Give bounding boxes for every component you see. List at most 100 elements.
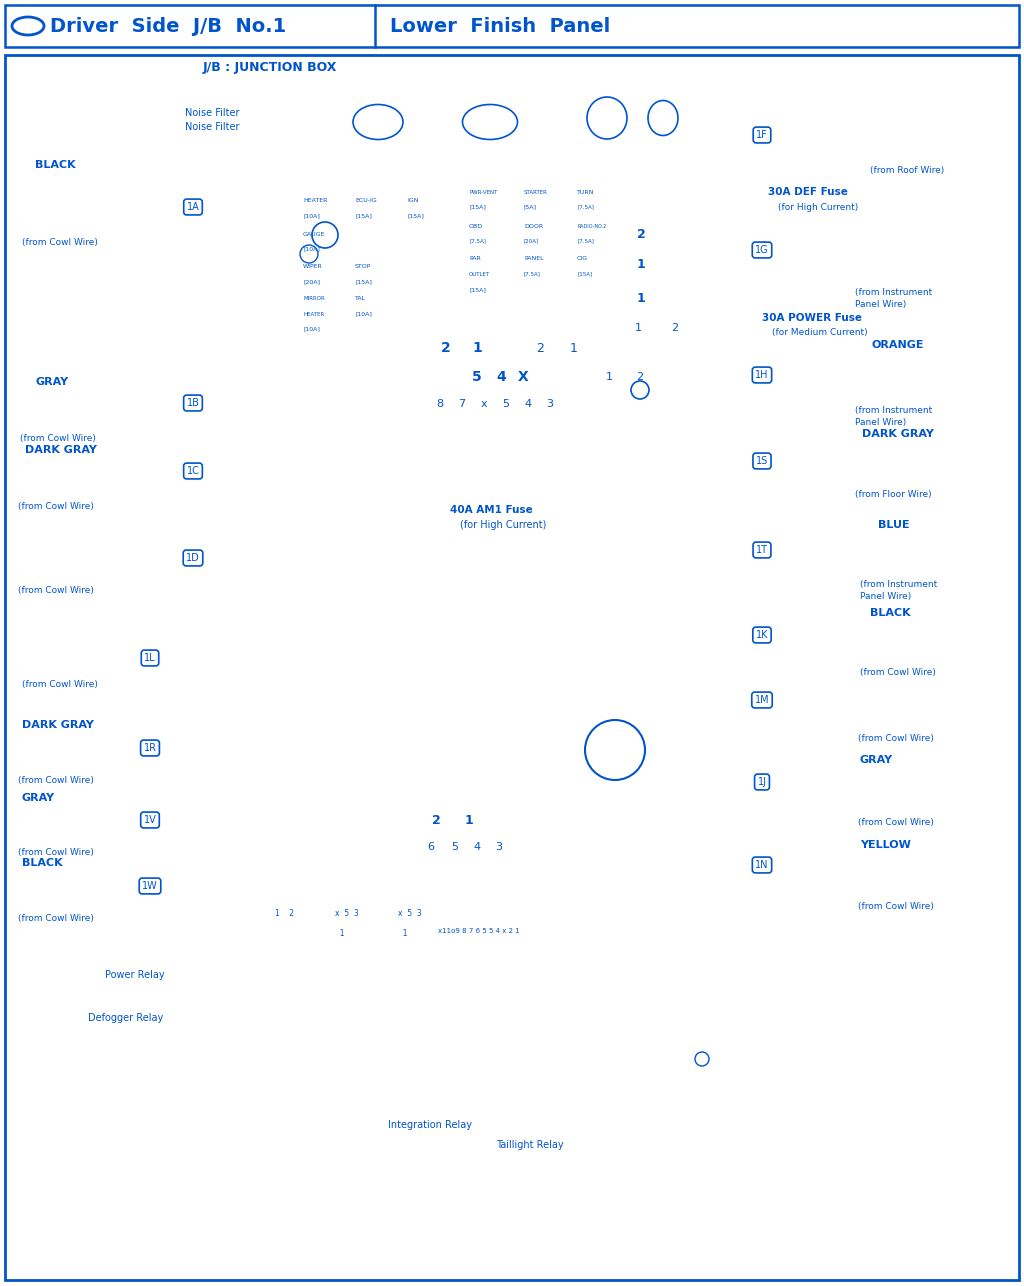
Bar — [923, 117, 939, 136]
Bar — [37, 896, 53, 910]
Bar — [18, 394, 90, 431]
Text: 40A AM1 Fuse: 40A AM1 Fuse — [450, 505, 532, 514]
Bar — [465, 710, 555, 792]
Text: (from Instrument: (from Instrument — [855, 406, 932, 415]
Bar — [322, 829, 336, 846]
Bar — [406, 210, 446, 222]
Text: PAR: PAR — [469, 256, 480, 261]
Bar — [907, 469, 924, 486]
Text: [15A]: [15A] — [577, 271, 592, 276]
Bar — [881, 117, 897, 136]
Bar — [462, 867, 478, 882]
Bar — [848, 881, 868, 898]
Bar — [360, 860, 415, 898]
Bar — [577, 302, 588, 325]
Bar — [302, 194, 350, 208]
Bar — [847, 469, 863, 486]
Bar — [899, 775, 920, 792]
Text: 7: 7 — [459, 399, 466, 409]
Bar — [956, 647, 976, 664]
Text: Lower  Finish  Panel: Lower Finish Panel — [390, 17, 610, 36]
Text: [5A]: [5A] — [524, 204, 537, 210]
Bar — [302, 292, 350, 305]
Text: 2: 2 — [672, 323, 679, 333]
Bar — [255, 1001, 685, 1110]
Bar — [69, 414, 88, 430]
Bar — [894, 539, 908, 556]
Bar — [354, 210, 402, 222]
Bar — [943, 141, 959, 161]
Bar — [847, 235, 863, 257]
Text: Integration Relay: Integration Relay — [388, 1120, 472, 1130]
Bar — [634, 1015, 639, 1097]
Bar — [948, 383, 965, 403]
Text: [20A]: [20A] — [303, 279, 319, 284]
Bar — [899, 881, 920, 898]
Bar — [16, 566, 32, 581]
Bar — [285, 90, 680, 520]
Bar — [605, 881, 623, 896]
Bar — [57, 219, 73, 234]
Bar — [584, 881, 601, 896]
Bar — [605, 862, 623, 877]
Bar — [37, 811, 53, 826]
Bar — [69, 395, 88, 410]
Bar — [949, 561, 965, 577]
Text: GRAY: GRAY — [35, 377, 69, 387]
Bar — [16, 464, 32, 480]
Bar — [302, 307, 350, 322]
Bar — [354, 194, 402, 208]
Bar — [847, 359, 863, 378]
Bar — [876, 561, 890, 577]
Bar — [664, 1015, 669, 1097]
Bar — [468, 185, 518, 199]
Bar — [455, 808, 483, 833]
Bar — [964, 141, 980, 161]
Bar — [490, 365, 512, 390]
Text: HEATER: HEATER — [303, 198, 328, 203]
Text: 1: 1 — [637, 292, 645, 305]
Text: 1F: 1F — [756, 130, 768, 140]
Bar — [496, 394, 516, 415]
Text: STOP: STOP — [355, 264, 372, 269]
Bar — [625, 252, 657, 279]
Bar — [5, 5, 1019, 48]
Bar — [468, 220, 518, 233]
Bar — [618, 331, 630, 352]
Bar — [888, 235, 904, 257]
Text: [15A]: [15A] — [469, 288, 485, 292]
Text: MIRROR: MIRROR — [303, 296, 325, 301]
Bar — [596, 365, 624, 390]
Bar — [50, 651, 73, 675]
Bar — [873, 860, 894, 877]
Bar — [15, 810, 95, 846]
Bar — [403, 358, 420, 373]
Bar — [393, 925, 443, 943]
Bar — [303, 878, 315, 894]
Bar — [888, 448, 904, 466]
Bar — [77, 811, 93, 826]
Bar — [319, 878, 332, 894]
Bar — [406, 194, 446, 208]
Bar — [925, 881, 946, 898]
Bar — [380, 294, 422, 376]
Text: 30A POWER Fuse: 30A POWER Fuse — [762, 312, 862, 323]
Bar — [575, 235, 631, 248]
Bar — [340, 98, 410, 147]
Text: 2: 2 — [432, 814, 440, 827]
Bar — [468, 201, 518, 213]
Bar — [523, 185, 571, 199]
Bar — [17, 896, 33, 910]
Text: PANEL: PANEL — [524, 256, 544, 261]
Text: 1B: 1B — [186, 397, 200, 408]
Bar — [468, 235, 518, 248]
Bar — [937, 692, 961, 709]
Bar — [925, 796, 946, 813]
Bar — [845, 358, 1007, 405]
Bar — [602, 222, 614, 247]
Bar — [319, 90, 620, 156]
Bar — [956, 628, 976, 643]
Bar — [380, 881, 395, 896]
Bar — [22, 199, 36, 215]
Bar — [354, 275, 402, 289]
